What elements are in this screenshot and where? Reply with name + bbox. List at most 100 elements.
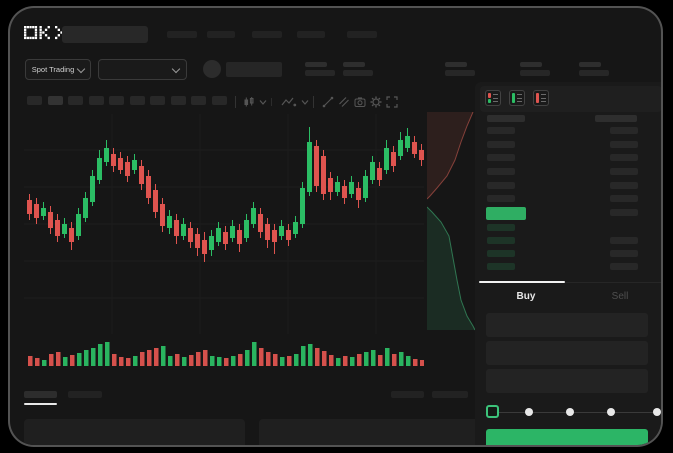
ask-price-skeleton[interactable] xyxy=(487,127,515,134)
search-input[interactable] xyxy=(62,26,148,43)
bid-price-skeleton[interactable] xyxy=(487,250,515,257)
volume-bar xyxy=(392,354,397,366)
interval-button-skeleton[interactable] xyxy=(68,96,83,105)
volume-bar xyxy=(357,354,362,366)
volume-bar xyxy=(175,354,180,366)
volume-bar xyxy=(322,351,327,366)
nav-item-skeleton[interactable] xyxy=(207,31,235,38)
orderbook-bids-icon[interactable] xyxy=(509,90,525,106)
interval-button-skeleton[interactable] xyxy=(211,96,227,105)
stat-value-skeleton xyxy=(579,70,609,76)
interval-button-skeleton[interactable] xyxy=(109,96,124,105)
candle xyxy=(391,152,396,166)
ask-price-skeleton[interactable] xyxy=(487,141,515,148)
order-input-skeleton[interactable] xyxy=(486,313,648,337)
amount-slider-handle[interactable] xyxy=(486,405,499,418)
gear-icon[interactable] xyxy=(370,96,382,108)
bid-amount-skeleton[interactable] xyxy=(610,263,638,270)
volume-bar xyxy=(385,348,390,366)
order-history-panel xyxy=(259,419,479,445)
bid-amount-skeleton[interactable] xyxy=(610,250,638,257)
bid-amount-skeleton[interactable] xyxy=(610,237,638,244)
interval-button-skeleton[interactable] xyxy=(27,96,42,105)
stat-group xyxy=(520,62,552,76)
bottom-tab[interactable] xyxy=(68,391,102,398)
camera-icon[interactable] xyxy=(354,96,366,108)
candle xyxy=(153,190,158,212)
volume-bar xyxy=(154,348,159,366)
tab-sell[interactable]: Sell xyxy=(611,290,629,302)
fullscreen-icon[interactable] xyxy=(386,96,398,108)
buy-submit-button[interactable] xyxy=(486,429,648,445)
ask-price-skeleton[interactable] xyxy=(487,168,515,175)
candle xyxy=(223,232,228,244)
volume-bar xyxy=(224,358,229,366)
slider-stop[interactable] xyxy=(607,408,615,416)
stat-label-skeleton xyxy=(520,62,542,67)
chevron-down-icon[interactable] xyxy=(301,96,309,108)
ask-amount-skeleton[interactable] xyxy=(610,168,638,175)
slider-stop[interactable] xyxy=(566,408,574,416)
bottom-action-skeleton[interactable] xyxy=(432,391,468,398)
candlestick-chart[interactable] xyxy=(24,114,424,334)
candle xyxy=(69,228,74,242)
slider-stop[interactable] xyxy=(525,408,533,416)
tab-buy[interactable]: Buy xyxy=(516,290,536,302)
stat-value-skeleton xyxy=(520,70,550,76)
volume-bar xyxy=(371,350,376,366)
ask-amount-skeleton[interactable] xyxy=(610,195,638,202)
candle xyxy=(202,240,207,254)
candle xyxy=(132,160,137,170)
candle xyxy=(48,212,53,228)
interval-button-skeleton[interactable] xyxy=(88,96,104,105)
candle xyxy=(181,224,186,236)
amount-slider-track[interactable] xyxy=(492,412,658,413)
layers-icon[interactable] xyxy=(338,96,350,108)
order-input-skeleton[interactable] xyxy=(486,369,648,393)
volume-bar xyxy=(56,352,61,366)
bid-price-skeleton[interactable] xyxy=(487,237,515,244)
interval-button-skeleton[interactable] xyxy=(129,96,145,105)
bottom-action-skeleton[interactable] xyxy=(391,391,424,398)
pair-dropdown[interactable] xyxy=(98,59,187,80)
ask-amount-skeleton[interactable] xyxy=(610,154,638,161)
orderbook-asks-icon[interactable] xyxy=(533,90,549,106)
market-type-dropdown[interactable]: Spot Trading xyxy=(25,59,91,80)
nav-item-skeleton[interactable] xyxy=(252,31,282,38)
candle xyxy=(230,226,235,238)
order-input-skeleton[interactable] xyxy=(486,341,648,365)
ask-price-skeleton[interactable] xyxy=(487,182,515,189)
interval-button-skeleton[interactable] xyxy=(150,96,165,105)
candle xyxy=(412,142,417,154)
chevron-down-icon[interactable] xyxy=(259,96,267,108)
line-tool-icon[interactable] xyxy=(322,96,334,108)
interval-button-skeleton[interactable] xyxy=(191,96,206,105)
nav-item-skeleton[interactable] xyxy=(167,31,197,38)
stat-label-skeleton xyxy=(343,62,365,67)
ask-price-skeleton[interactable] xyxy=(487,195,515,202)
volume-bar xyxy=(287,356,292,366)
interval-button-skeleton[interactable] xyxy=(170,96,186,105)
ask-amount-skeleton[interactable] xyxy=(610,127,638,134)
slider-stop[interactable] xyxy=(653,408,661,416)
ask-amount-skeleton[interactable] xyxy=(610,182,638,189)
nav-item-skeleton[interactable] xyxy=(347,31,377,38)
interval-button-skeleton[interactable] xyxy=(47,96,63,105)
orderbook-all-icon[interactable] xyxy=(485,90,501,106)
candle-type-icon[interactable] xyxy=(243,96,255,108)
last-price-badge[interactable] xyxy=(486,207,526,220)
ask-price-skeleton[interactable] xyxy=(487,154,515,161)
candle xyxy=(370,162,375,180)
candle xyxy=(363,176,368,198)
bid-price-skeleton[interactable] xyxy=(487,263,515,270)
ask-amount-skeleton[interactable] xyxy=(610,141,638,148)
bid-price-skeleton[interactable] xyxy=(487,224,515,231)
volume-bar xyxy=(49,354,54,366)
stat-label-skeleton xyxy=(305,62,327,67)
candle xyxy=(314,146,319,186)
bottom-tab-active[interactable] xyxy=(24,391,57,398)
nav-item-skeleton[interactable] xyxy=(297,31,325,38)
stat-group xyxy=(579,62,611,76)
indicators-icon[interactable] xyxy=(281,96,297,108)
volume-bar xyxy=(140,352,145,366)
